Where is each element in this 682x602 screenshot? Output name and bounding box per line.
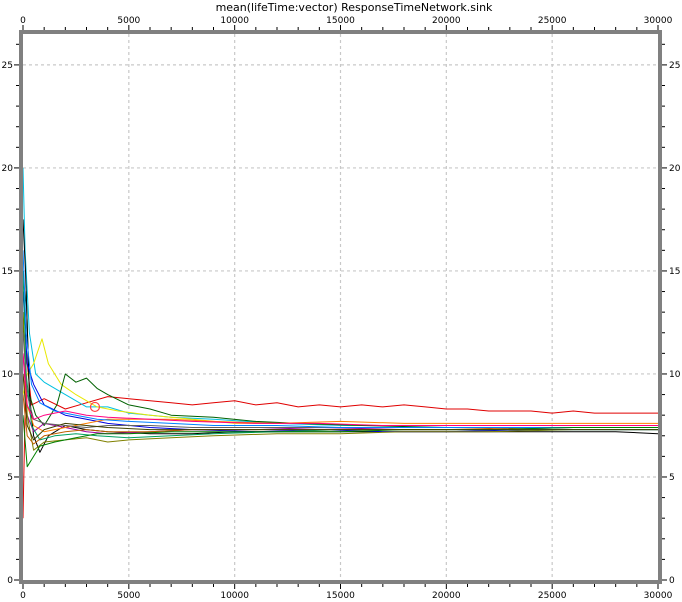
x-tick-label-top: 25000	[538, 16, 567, 26]
series-group	[22, 167, 659, 519]
axes: 0050005000100001000015000150002000020000…	[2, 16, 681, 601]
x-tick-label-bottom: 0	[20, 591, 26, 601]
y-tick-label-left: 0	[7, 576, 13, 586]
y-tick-label-left: 20	[2, 164, 14, 174]
y-tick-label-right: 25	[669, 61, 680, 71]
x-tick-label-top: 30000	[644, 16, 673, 26]
chart-title: mean(lifeTime:vector) ResponseTimeNetwor…	[216, 1, 493, 14]
series-line-6	[22, 291, 658, 433]
series-line-4	[22, 291, 658, 428]
plot-frame	[19, 30, 662, 584]
x-tick-label-top: 15000	[326, 16, 355, 26]
y-tick-label-left: 5	[7, 473, 13, 483]
x-tick-label-top: 0	[20, 16, 26, 26]
y-tick-label-right: 5	[669, 473, 675, 483]
series-line-15	[22, 353, 658, 426]
x-tick-label-top: 20000	[432, 16, 461, 26]
x-tick-label-bottom: 15000	[326, 591, 355, 601]
x-tick-label-bottom: 10000	[220, 591, 249, 601]
x-tick-label-bottom: 30000	[644, 591, 673, 601]
y-tick-label-left: 15	[2, 267, 13, 277]
x-tick-label-bottom: 25000	[538, 591, 567, 601]
x-tick-label-top: 10000	[220, 16, 249, 26]
series-line-12	[22, 394, 658, 445]
y-tick-label-right: 15	[669, 267, 680, 277]
x-tick-label-bottom: 5000	[117, 591, 140, 601]
x-tick-label-bottom: 20000	[432, 591, 461, 601]
y-tick-label-right: 10	[669, 370, 681, 380]
x-tick-label-top: 5000	[117, 16, 140, 26]
y-tick-label-right: 0	[669, 576, 675, 586]
grid	[23, 34, 658, 580]
y-tick-label-right: 20	[669, 164, 681, 174]
series-line-2	[22, 167, 658, 426]
series-line-1	[22, 352, 658, 519]
annotations	[89, 401, 101, 413]
series-line-8	[22, 312, 658, 451]
series-line-16	[22, 373, 658, 441]
annotation-marker-1	[89, 401, 101, 413]
y-tick-label-left: 10	[2, 370, 14, 380]
y-tick-label-left: 25	[2, 61, 13, 71]
series-line-13	[22, 250, 658, 428]
